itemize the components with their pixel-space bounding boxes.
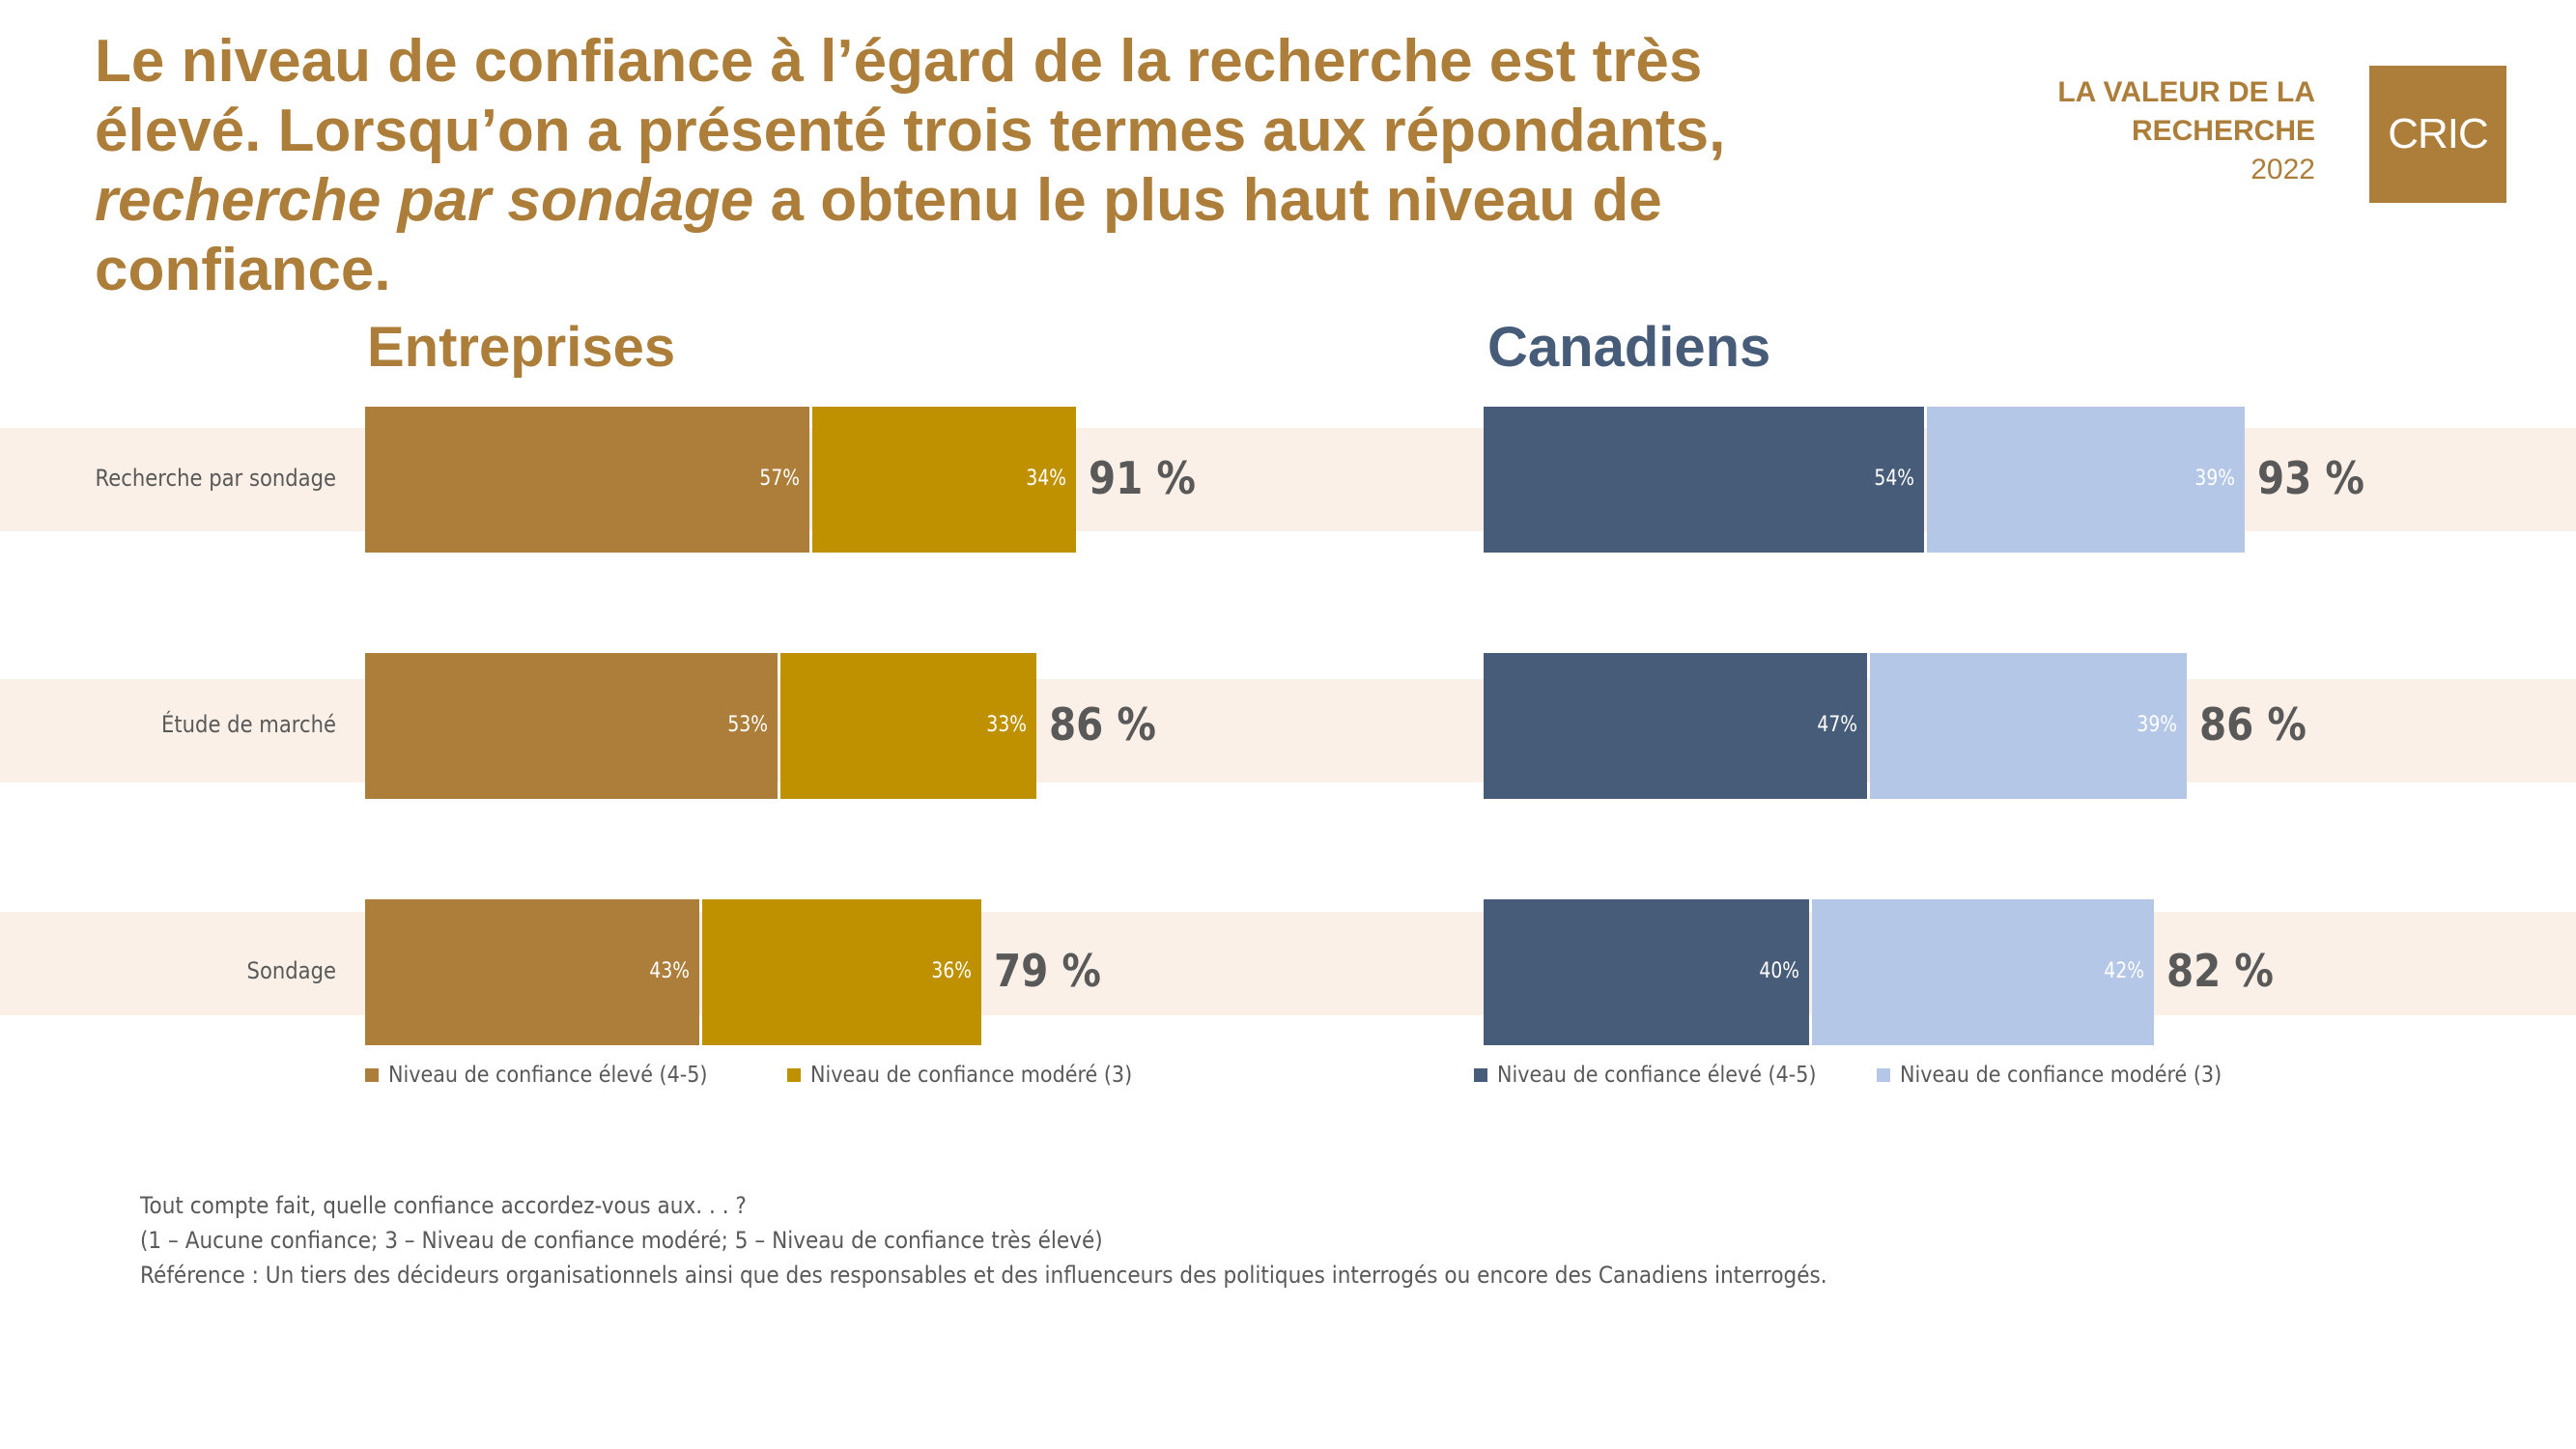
bar-segment-high bbox=[1484, 653, 1867, 799]
bar-data-label: 33% bbox=[986, 712, 1028, 737]
legend-item-moderate: Niveau de confiance modéré (3) bbox=[787, 1063, 1168, 1088]
bar-segment-high bbox=[365, 899, 700, 1045]
legend-label: Niveau de confiance modéré (3) bbox=[1900, 1063, 2222, 1088]
legend-item-high: Niveau de confiance élevé (4-5) bbox=[1474, 1063, 1852, 1088]
bar-total-label: 91 % bbox=[1088, 451, 1196, 504]
bar-total-label: 93 % bbox=[2256, 451, 2364, 504]
bar-data-label: 36% bbox=[931, 958, 973, 983]
headline-emphasis: recherche par sondage bbox=[95, 167, 754, 234]
category-label: Sondage bbox=[246, 956, 336, 984]
headline-text: Le niveau de confiance à l’égard de la r… bbox=[95, 28, 1726, 164]
panel-title-entreprises: Entreprises bbox=[367, 316, 676, 379]
legend-swatch-moderate bbox=[1877, 1068, 1891, 1082]
brand-year: 2022 bbox=[2250, 154, 2315, 185]
bar-segment-moderate bbox=[780, 653, 1037, 799]
bar-segment-moderate bbox=[1869, 653, 2187, 799]
bar-segment-high bbox=[365, 653, 778, 799]
cric-logo: CRIC bbox=[2369, 66, 2506, 203]
footnote: Tout compte fait, quelle confiance accor… bbox=[140, 1188, 1827, 1293]
legend-item-high: Niveau de confiance élevé (4-5) bbox=[365, 1063, 743, 1088]
legend-item-moderate: Niveau de confiance modéré (3) bbox=[1877, 1063, 2257, 1088]
bar-segment-high bbox=[365, 407, 809, 553]
bar-data-label: 54% bbox=[1874, 466, 1914, 491]
legend-entreprises: Niveau de confiance élevé (4-5) Niveau d… bbox=[365, 1063, 1212, 1088]
bar-segment-moderate bbox=[1812, 899, 2154, 1045]
panel-title-canadiens: Canadiens bbox=[1487, 316, 1771, 379]
bar-data-label: 43% bbox=[649, 958, 691, 983]
page-headline: Le niveau de confiance à l’égard de la r… bbox=[95, 27, 1882, 305]
bar-total-label: 86 % bbox=[2199, 697, 2307, 751]
legend-label: Niveau de confiance élevé (4-5) bbox=[1497, 1063, 1817, 1088]
report-brand: LA VALEUR DE LA RECHERCHE 2022 bbox=[2057, 73, 2315, 189]
bar-segment-moderate bbox=[811, 407, 1076, 553]
bar-data-label: 40% bbox=[1759, 958, 1799, 983]
bar-data-label: 42% bbox=[2104, 958, 2144, 983]
bar-data-label: 57% bbox=[759, 466, 800, 491]
bar-total-label: 86 % bbox=[1049, 697, 1157, 751]
footnote-question: Tout compte fait, quelle confiance accor… bbox=[140, 1192, 747, 1219]
bar-data-label: 39% bbox=[2194, 466, 2235, 491]
brand-line-1: LA VALEUR DE LA bbox=[2057, 76, 2315, 108]
footnote-scale: (1 – Aucune confiance; 3 – Niveau de con… bbox=[140, 1227, 1103, 1254]
bar-segment-high bbox=[1484, 899, 1809, 1045]
bar-total-label: 79 % bbox=[994, 944, 1102, 997]
bar-segment-moderate bbox=[702, 899, 982, 1045]
bar-data-label: 39% bbox=[2137, 712, 2177, 737]
legend-label: Niveau de confiance élevé (4-5) bbox=[388, 1063, 708, 1088]
footnote-reference: Référence : Un tiers des décideurs organ… bbox=[140, 1262, 1827, 1289]
legend-label: Niveau de confiance modéré (3) bbox=[810, 1063, 1133, 1088]
legend-swatch-moderate bbox=[787, 1068, 802, 1082]
headline-text-end: a obtenu le plus haut niveau de confianc… bbox=[95, 167, 1662, 303]
legend-canadiens: Niveau de confiance élevé (4-5) Niveau d… bbox=[1474, 1063, 2302, 1088]
bar-data-label: 34% bbox=[1026, 466, 1066, 491]
category-label: Recherche par sondage bbox=[95, 464, 336, 492]
category-label: Étude de marché bbox=[161, 710, 336, 738]
bar-data-label: 47% bbox=[1816, 712, 1857, 737]
bar-data-label: 53% bbox=[727, 712, 769, 737]
logo-text: CRIC bbox=[2388, 110, 2489, 157]
brand-line-2: RECHERCHE bbox=[2131, 115, 2315, 147]
legend-swatch-high bbox=[365, 1068, 379, 1082]
bar-segment-moderate bbox=[1927, 407, 2245, 553]
bar-segment-high bbox=[1484, 407, 1924, 553]
legend-swatch-high bbox=[1474, 1068, 1487, 1082]
bar-total-label: 82 % bbox=[2166, 944, 2274, 997]
